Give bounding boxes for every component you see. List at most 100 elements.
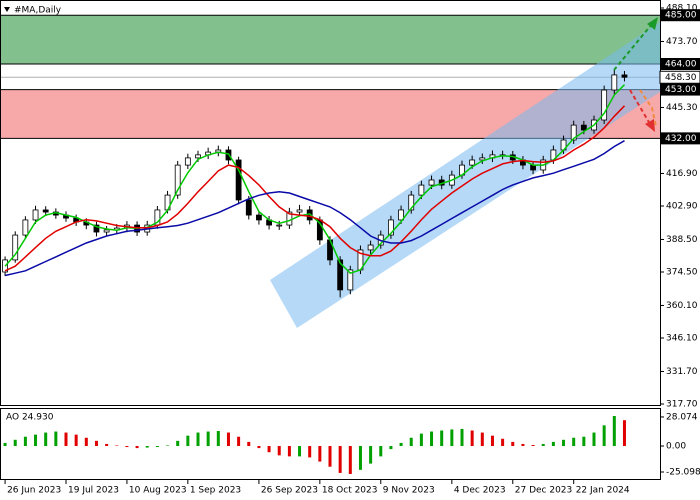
candle-body bbox=[580, 124, 587, 131]
candle-body bbox=[184, 157, 191, 166]
level-tag bbox=[660, 83, 700, 96]
y-tick-label: 28.074 bbox=[666, 412, 698, 422]
forecast-path bbox=[639, 89, 657, 127]
x-tick-label: 22 Jan 2024 bbox=[576, 486, 630, 496]
ao-bar bbox=[64, 432, 68, 447]
ao-bar bbox=[115, 445, 119, 447]
ao-bar bbox=[34, 434, 38, 447]
x-tick-label: 10 Aug 2023 bbox=[129, 486, 187, 496]
ao-bar bbox=[135, 446, 139, 449]
y-tick-label: 488.10 bbox=[666, 4, 698, 14]
y-tick-label: 473.70 bbox=[666, 37, 698, 47]
candle-body bbox=[398, 209, 404, 221]
candle-body bbox=[469, 159, 476, 166]
ao-panel-frame bbox=[0, 408, 661, 480]
candle-body bbox=[337, 259, 344, 291]
ao-bar bbox=[622, 420, 626, 447]
ao-bar bbox=[237, 436, 241, 447]
y-tick-label: 402.90 bbox=[666, 202, 698, 212]
level-tag bbox=[660, 9, 700, 22]
ao-bar bbox=[490, 435, 494, 447]
ao-bar bbox=[298, 446, 302, 457]
ao-bar bbox=[166, 445, 170, 447]
candle-body bbox=[195, 154, 201, 159]
ao-bar bbox=[521, 443, 525, 447]
ao-bar bbox=[399, 442, 403, 447]
moving-average bbox=[4, 105, 626, 272]
candle-body bbox=[256, 214, 262, 221]
last-price-label: 458.30 bbox=[665, 73, 697, 83]
moving-average bbox=[4, 140, 625, 277]
x-tick-label: 26 Jun 2023 bbox=[7, 486, 61, 496]
candle-body bbox=[296, 209, 303, 213]
candle-body bbox=[12, 234, 19, 261]
ao-bar bbox=[430, 431, 434, 447]
ao-bar bbox=[612, 416, 616, 447]
ao-bar bbox=[84, 437, 88, 447]
candle-body bbox=[388, 219, 394, 236]
ao-bar bbox=[450, 429, 454, 447]
chart-title: #MA,Daily bbox=[14, 6, 62, 16]
candle-body bbox=[367, 244, 374, 251]
candle-body bbox=[601, 89, 608, 121]
y-tick-label: 416.90 bbox=[666, 169, 698, 179]
ao-bar bbox=[369, 446, 373, 464]
candle-body bbox=[42, 209, 49, 213]
ao-bar bbox=[602, 425, 606, 447]
ao-bar bbox=[206, 431, 210, 447]
ao-bar bbox=[572, 437, 576, 447]
y-tick-label: 0.00 bbox=[666, 442, 686, 452]
axis-layer: 488.10 473.70 445.30 416.90 402.90 388.50 374.… bbox=[4, 4, 700, 496]
level-tag bbox=[660, 58, 700, 71]
candle-body bbox=[103, 229, 110, 233]
level-label: 485.00 bbox=[665, 11, 697, 21]
ao-bar bbox=[531, 444, 535, 447]
candle-body bbox=[347, 269, 354, 291]
ao-bar bbox=[480, 432, 484, 447]
ao-bar bbox=[501, 438, 505, 447]
x-tick-label: 19 Jul 2023 bbox=[68, 486, 119, 496]
y-tick-label: -25.098 bbox=[666, 467, 700, 477]
candle-body bbox=[93, 224, 100, 233]
ao-bar bbox=[409, 437, 413, 447]
candle-body bbox=[408, 194, 415, 211]
ao-bar bbox=[389, 446, 393, 450]
x-tick-label: 9 Nov 2023 bbox=[383, 486, 435, 496]
ao-bar bbox=[247, 441, 251, 447]
y-tick-label: 374.50 bbox=[666, 268, 698, 278]
ao-bar bbox=[3, 442, 7, 447]
ao-bar bbox=[562, 439, 566, 447]
candle-body bbox=[428, 179, 435, 186]
candle-body bbox=[235, 159, 242, 201]
last-price-tag bbox=[659, 70, 700, 84]
ao-bar bbox=[440, 430, 444, 447]
ao-bar bbox=[358, 446, 362, 470]
forecast-arrow-up bbox=[613, 23, 653, 71]
y-tick-label: 331.70 bbox=[666, 367, 698, 377]
ao-bar bbox=[551, 441, 555, 447]
ao-bar bbox=[216, 431, 220, 447]
candle-body bbox=[418, 184, 425, 196]
ao-bar bbox=[44, 432, 48, 447]
indicator-title: AO 24.930 bbox=[6, 413, 54, 423]
ao-bar bbox=[348, 446, 352, 474]
trend-channel bbox=[270, 22, 660, 328]
y-tick-label: 317.70 bbox=[666, 400, 698, 410]
arrow-head bbox=[645, 119, 655, 132]
ao-bar bbox=[328, 446, 332, 467]
ao-bar bbox=[511, 441, 515, 447]
level-label: 464.00 bbox=[665, 60, 697, 70]
candle-body bbox=[286, 211, 293, 226]
x-tick-label: 27 Dec 2023 bbox=[515, 486, 573, 496]
x-tick-label: 18 Oct 2023 bbox=[322, 486, 378, 496]
level-label: 453.00 bbox=[665, 85, 697, 95]
ao-bar bbox=[13, 439, 17, 447]
ao-bar bbox=[196, 432, 200, 447]
ao-bar bbox=[470, 430, 474, 447]
ao-bar bbox=[318, 446, 322, 462]
candle-body bbox=[611, 74, 618, 91]
ao-bar bbox=[145, 446, 149, 448]
ao-bar bbox=[105, 443, 109, 447]
ao-bar bbox=[257, 446, 261, 449]
level-label: 432.00 bbox=[665, 134, 697, 144]
